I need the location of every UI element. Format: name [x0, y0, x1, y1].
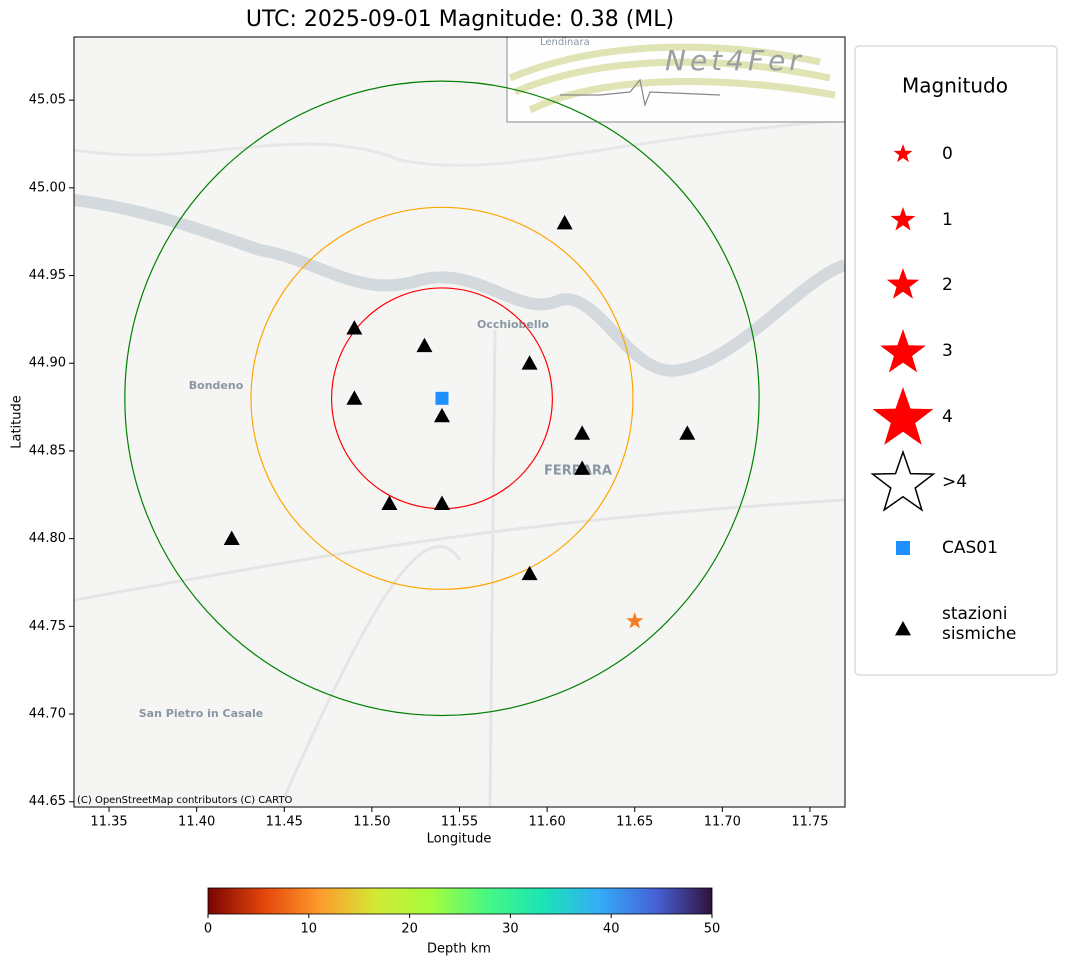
legend-title: Magnitudo [902, 74, 1008, 98]
y-tick-label: 44.75 [29, 619, 66, 634]
colorbar-label: Depth km [427, 942, 491, 957]
event [626, 612, 644, 629]
attribution: (C) OpenStreetMap contributors (C) CARTO [77, 795, 292, 806]
station [381, 495, 398, 510]
legend-label: 2 [942, 275, 953, 295]
x-tick-label: 11.35 [90, 815, 127, 830]
legend-box [854, 45, 1058, 676]
chart-title: UTC: 2025-09-01 Magnitude: 0.38 (ML) [246, 7, 674, 32]
station [346, 320, 363, 335]
map-label: San Pietro in Casale [139, 707, 264, 720]
x-tick-label: 11.55 [441, 815, 478, 830]
reference-station [435, 391, 449, 405]
map-label: Bondeno [189, 379, 244, 392]
x-tick-label: 11.60 [529, 815, 566, 830]
legend-label: >4 [942, 472, 967, 492]
station [521, 355, 538, 370]
legend-label: stazioni sismiche [942, 604, 1016, 644]
map-label: Occhiobello [477, 318, 549, 331]
station [574, 460, 591, 475]
colorbar-tick-label: 10 [301, 922, 318, 937]
station [346, 390, 363, 405]
y-tick-label: 45.05 [29, 93, 66, 108]
legend-marker [870, 449, 936, 512]
y-tick-label: 44.70 [29, 707, 66, 722]
distance-ring [250, 206, 634, 590]
legend-marker [886, 268, 920, 299]
x-tick-label: 11.70 [704, 815, 741, 830]
legend-marker [880, 329, 926, 373]
x-tick-label: 11.40 [178, 815, 215, 830]
y-tick-label: 44.80 [29, 531, 66, 546]
legend-label: 4 [942, 407, 953, 427]
y-tick-label: 44.90 [29, 356, 66, 371]
distance-ring [124, 80, 760, 717]
station [433, 407, 450, 423]
y-tick-label: 44.65 [29, 794, 66, 809]
legend-label: 3 [942, 341, 953, 361]
x-tick-label: 11.50 [353, 815, 390, 830]
x-axis-label: Longitude [427, 832, 492, 847]
legend-marker [895, 621, 911, 636]
station [433, 495, 450, 510]
x-tick-label: 11.65 [616, 815, 653, 830]
y-axis-label: Latitude [10, 395, 25, 449]
map-label: Lendinara [540, 37, 590, 48]
station [416, 337, 433, 353]
colorbar-tick-label: 0 [204, 922, 212, 937]
colorbar [207, 887, 713, 915]
station [556, 214, 573, 230]
legend-label: 1 [942, 210, 953, 230]
x-tick-label: 11.75 [791, 815, 828, 830]
plot-layer [124, 80, 760, 717]
station [223, 530, 240, 546]
station [574, 425, 591, 440]
legend-marker [872, 387, 934, 445]
x-tick-label: 11.45 [266, 815, 303, 830]
legend-marker [890, 207, 916, 231]
legend-label-line: stazioni [942, 604, 1008, 624]
y-tick-label: 45.00 [29, 180, 66, 195]
colorbar-tick-label: 40 [603, 922, 620, 937]
legend-marker [896, 541, 910, 555]
colorbar-tick-label: 50 [704, 922, 721, 937]
station [679, 425, 696, 440]
basemap [74, 37, 845, 807]
y-tick-label: 44.95 [29, 268, 66, 283]
colorbar-tick-label: 30 [502, 922, 519, 937]
legend-label-line: sismiche [942, 624, 1016, 644]
y-tick-label: 44.85 [29, 443, 66, 458]
colorbar-tick-label: 20 [401, 922, 418, 937]
legend-marker [893, 144, 913, 163]
logo: Net4Fer [665, 44, 805, 77]
station [521, 565, 538, 581]
legend-label: 0 [942, 144, 953, 164]
legend-label: CAS01 [942, 538, 998, 558]
